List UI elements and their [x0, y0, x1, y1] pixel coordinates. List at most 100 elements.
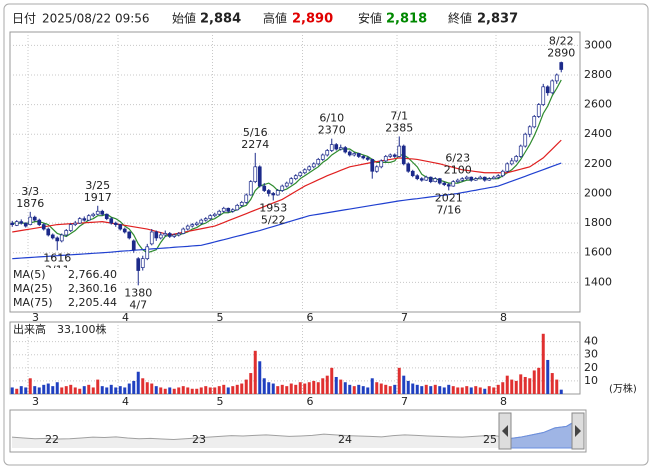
candle-body	[41, 224, 46, 230]
candle-body	[244, 194, 249, 203]
candle-body	[73, 222, 78, 225]
candle-body	[320, 154, 325, 160]
candle-body	[307, 166, 312, 171]
candle-body	[194, 222, 199, 225]
x-tick-label: 8	[500, 395, 507, 408]
candle-body	[446, 184, 451, 187]
volume-bar	[262, 378, 266, 394]
volume-bar	[51, 386, 55, 394]
volume-bar	[28, 378, 32, 394]
candle-body	[505, 163, 510, 172]
volume-bar	[411, 383, 415, 394]
candle-body	[365, 157, 370, 160]
volume-bar	[456, 387, 460, 394]
annotation-price: 1917	[84, 191, 112, 204]
price-frame	[9, 31, 581, 313]
high-value: 2,890	[292, 12, 333, 27]
volume-bar	[375, 382, 379, 394]
volume-bar	[82, 386, 86, 394]
volume-bar	[123, 387, 127, 394]
ma-line	[12, 139, 562, 236]
candle-body	[32, 216, 37, 221]
annotation-price: 2021	[435, 191, 463, 204]
volume-title: 出来高 33,100株	[13, 322, 107, 336]
annotation-price: 2890	[547, 47, 575, 60]
candle-body	[487, 178, 492, 181]
candle-body	[136, 258, 141, 271]
candle-body	[518, 145, 523, 157]
volume-bar	[267, 382, 271, 394]
open-value: 2,884	[200, 12, 241, 27]
volume-bar	[222, 384, 226, 394]
candle-body	[14, 221, 19, 226]
volume-bar	[285, 386, 289, 394]
y-tick-label: 10	[584, 374, 598, 387]
navigator-year-label: 25	[483, 433, 497, 446]
volume-bar	[276, 386, 280, 394]
volume-bar	[303, 383, 307, 394]
candle-body	[149, 231, 154, 245]
volume-title-bg	[11, 323, 111, 337]
candle-body	[59, 234, 64, 242]
candle-body	[383, 156, 388, 162]
candle-body	[46, 228, 51, 236]
navigator-window-area	[511, 422, 572, 449]
close-label: 終値	[448, 11, 472, 26]
candle-body	[379, 160, 384, 168]
volume-bar	[69, 384, 73, 394]
candle-body	[262, 185, 267, 191]
volume-bar	[555, 379, 559, 394]
candle-body	[266, 190, 271, 194]
candle-body	[235, 204, 240, 211]
candle-body	[419, 178, 424, 181]
volume-bar	[388, 386, 392, 394]
volume-bar	[15, 388, 19, 394]
candle-body	[464, 176, 469, 180]
navigator-frame	[9, 409, 587, 453]
navigator-year-label: 22	[45, 433, 59, 446]
navigator-area	[12, 419, 578, 448]
candle-body	[190, 224, 195, 227]
volume-bar	[19, 386, 23, 394]
legend-value: 2,766.40	[68, 268, 117, 281]
candle-body	[221, 207, 226, 212]
volume-bar	[177, 387, 181, 394]
volume-bar	[442, 387, 446, 394]
volume-bar	[217, 386, 221, 394]
volume-bar	[523, 376, 527, 394]
volume-bar	[429, 386, 433, 394]
candle-body	[95, 210, 100, 215]
volume-bar	[24, 387, 28, 394]
volume-bar	[402, 375, 406, 394]
candle-body	[280, 185, 285, 191]
volume-bar	[199, 387, 203, 394]
volume-bar	[271, 383, 275, 394]
y-tick-label: 2200	[584, 157, 612, 170]
candle-body	[154, 231, 159, 239]
candle-body	[208, 215, 213, 220]
volume-bar	[154, 386, 158, 394]
volume-bar	[78, 388, 82, 394]
volume-bar	[204, 386, 208, 394]
candle-body	[473, 178, 478, 181]
annotation-price: 1380	[124, 286, 152, 299]
volume-bar	[231, 386, 235, 394]
volume-bar	[91, 387, 95, 394]
candle-body	[10, 222, 15, 225]
volume-bar	[415, 384, 419, 394]
volume-bar	[127, 383, 131, 394]
candle-body	[230, 209, 235, 212]
candle-body	[28, 216, 33, 225]
candle-body	[19, 221, 24, 224]
candle-body	[50, 234, 55, 239]
volume-bar	[145, 382, 149, 394]
x-tick-label: 7	[401, 395, 408, 408]
candle-body	[347, 151, 352, 156]
candle-body	[37, 219, 42, 225]
date-label: 日付	[12, 12, 36, 26]
volume-bar	[46, 383, 50, 394]
candle-body	[392, 154, 397, 157]
candle-body	[172, 234, 177, 237]
volume-bar	[469, 387, 473, 394]
volume-bar	[226, 387, 230, 394]
